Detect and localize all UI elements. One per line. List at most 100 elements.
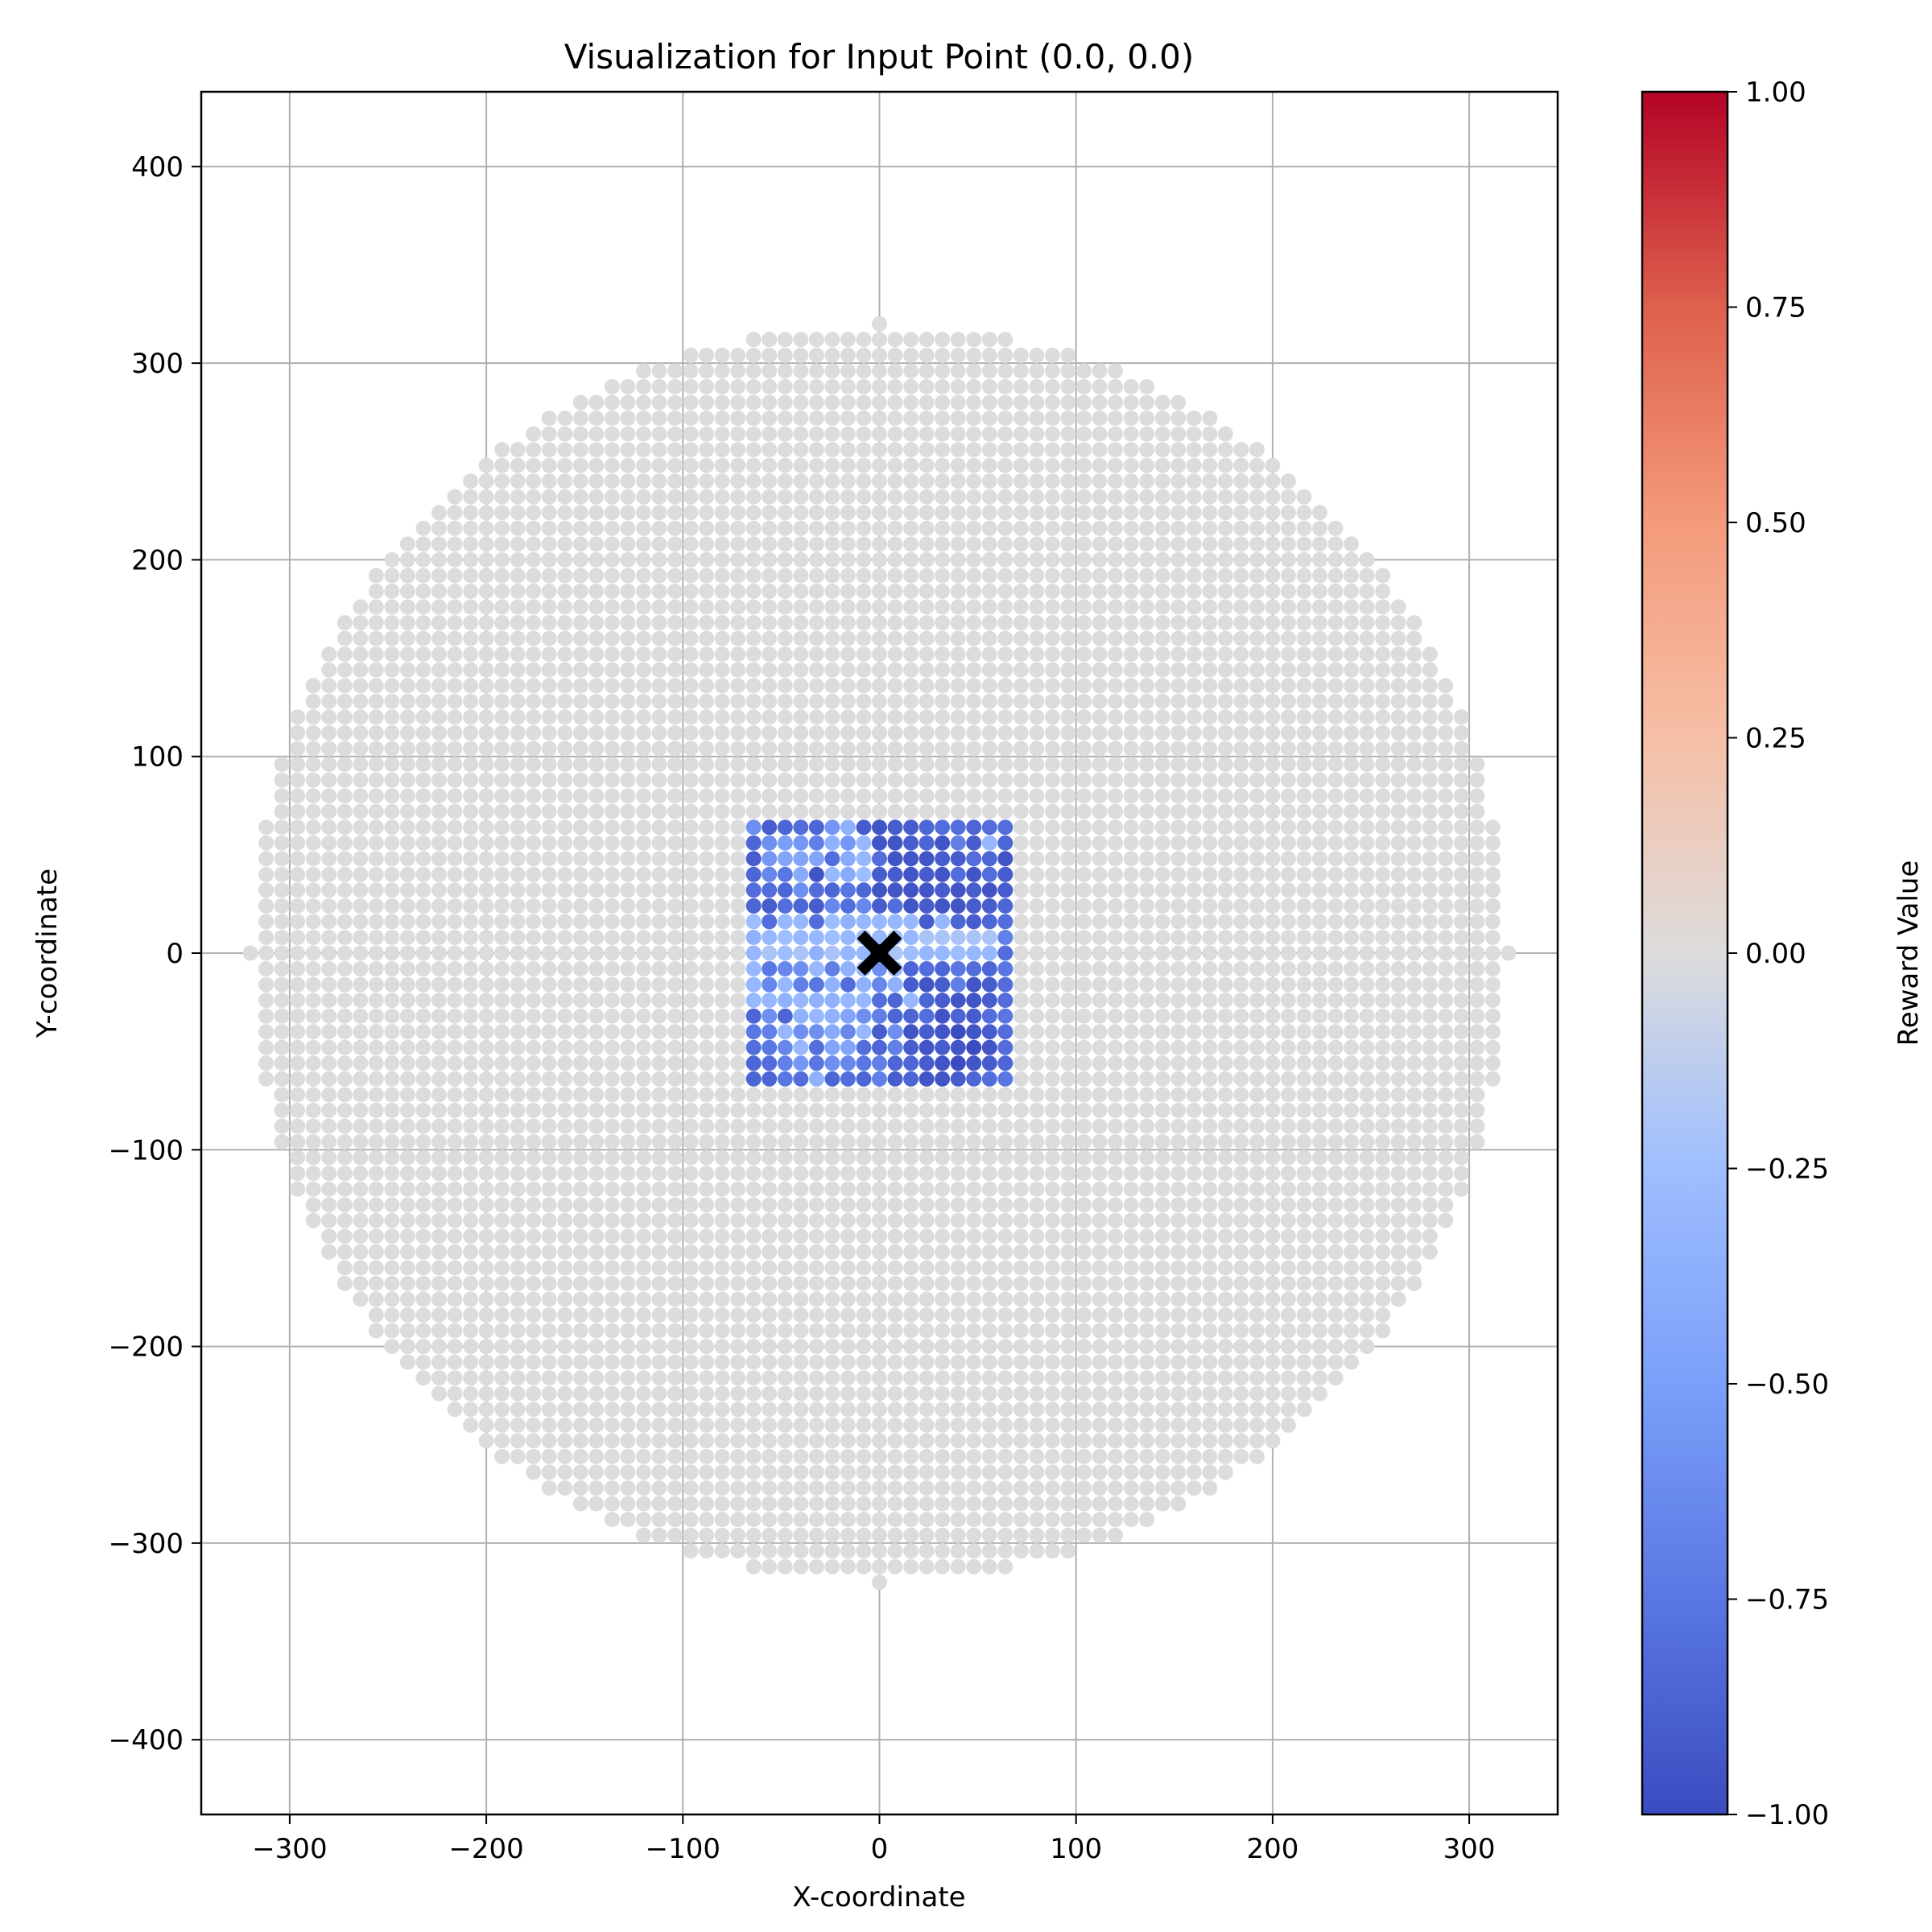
data-point [447, 851, 463, 867]
data-point [1170, 520, 1187, 536]
data-point [950, 1307, 966, 1323]
data-point [777, 394, 793, 411]
data-point [494, 1166, 510, 1182]
data-point [651, 1448, 667, 1464]
focus-data-point [997, 1024, 1013, 1040]
data-point [1390, 898, 1406, 914]
data-point [793, 394, 809, 411]
data-point [762, 568, 778, 584]
data-point [557, 1370, 573, 1386]
data-point [478, 693, 494, 709]
data-point [1265, 1039, 1281, 1055]
data-point [777, 1385, 793, 1402]
data-point [636, 1527, 651, 1543]
data-point [1139, 457, 1155, 473]
data-point [588, 426, 605, 442]
data-point [1170, 662, 1187, 678]
data-point [793, 505, 809, 521]
data-point [856, 1480, 872, 1496]
data-point [745, 803, 762, 819]
data-point [903, 1291, 919, 1307]
data-point [730, 1402, 746, 1418]
data-point [1344, 630, 1360, 646]
data-point [1170, 724, 1187, 741]
data-point [1217, 505, 1233, 521]
data-point [966, 1181, 982, 1197]
data-point [1076, 1166, 1092, 1182]
data-point [604, 1512, 620, 1528]
data-point [793, 411, 809, 426]
data-point [808, 803, 824, 819]
focus-data-point [981, 914, 997, 930]
data-point [415, 724, 431, 741]
data-point [1217, 584, 1233, 599]
data-point [557, 866, 573, 882]
data-point [636, 489, 651, 505]
data-point [1202, 882, 1218, 898]
data-point [588, 662, 605, 678]
data-point [683, 866, 699, 882]
data-point [321, 1181, 337, 1197]
data-point [1013, 835, 1029, 851]
data-point [1217, 803, 1233, 819]
data-point [840, 1150, 856, 1166]
data-point [1296, 709, 1312, 725]
data-point [1186, 442, 1202, 458]
data-point [714, 757, 730, 772]
data-point [1296, 1008, 1312, 1024]
data-point [588, 1071, 605, 1087]
data-point [290, 819, 306, 836]
data-point [305, 1102, 321, 1118]
data-point [447, 1055, 463, 1071]
data-point [321, 1102, 337, 1118]
data-point [856, 551, 872, 568]
data-point [1390, 1039, 1406, 1055]
data-point [1013, 1480, 1029, 1496]
data-point [777, 489, 793, 505]
data-point [808, 693, 824, 709]
data-point [1044, 1134, 1060, 1150]
data-point [588, 1291, 605, 1307]
data-point [604, 1433, 620, 1449]
data-point [1154, 1166, 1170, 1182]
data-point [824, 1118, 840, 1134]
data-point [1422, 1102, 1438, 1118]
data-point [903, 426, 919, 442]
data-point [368, 584, 384, 599]
data-point [588, 678, 605, 694]
data-point [1375, 1102, 1391, 1118]
focus-data-point [824, 835, 840, 851]
data-point [1344, 678, 1360, 694]
data-point [745, 1212, 762, 1228]
data-point [431, 662, 447, 678]
data-point [872, 1385, 887, 1402]
data-point [856, 1433, 872, 1449]
data-point [1092, 599, 1108, 615]
data-point [808, 473, 824, 489]
data-point [824, 394, 840, 411]
data-point [1154, 1464, 1170, 1480]
data-point [683, 1464, 699, 1480]
data-point [1233, 1323, 1249, 1339]
data-point [997, 568, 1013, 584]
focus-data-point [935, 866, 951, 882]
data-point [353, 993, 369, 1009]
data-point [966, 1134, 982, 1150]
data-point [919, 1512, 935, 1528]
data-point [604, 1055, 620, 1071]
data-point [431, 1244, 447, 1260]
data-point [1344, 1197, 1360, 1213]
data-point [1217, 788, 1233, 804]
data-point [415, 1307, 431, 1323]
data-point [1344, 1087, 1360, 1103]
data-point [1029, 1102, 1045, 1118]
data-point [1013, 1433, 1029, 1449]
data-point [588, 1166, 605, 1182]
data-point [730, 788, 746, 804]
data-point [478, 615, 494, 631]
data-point [777, 505, 793, 521]
data-point [588, 819, 605, 836]
data-point [1108, 1244, 1123, 1260]
data-point [1060, 1118, 1076, 1134]
data-point [1076, 1512, 1092, 1528]
